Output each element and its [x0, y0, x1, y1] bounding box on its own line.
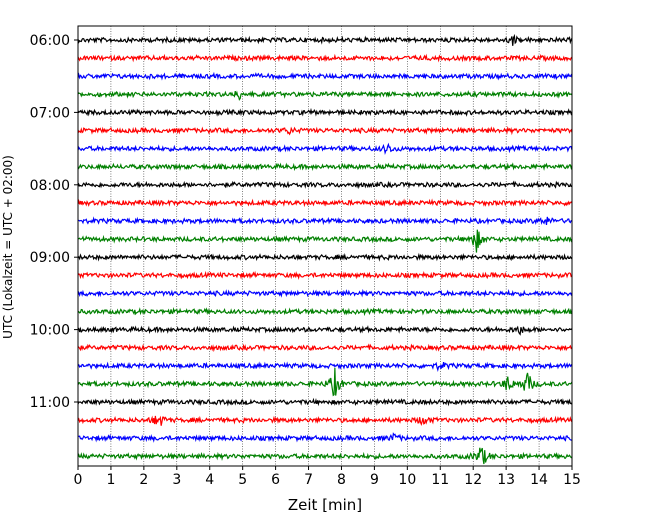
y-tick-label: 09:00	[30, 250, 70, 266]
x-tick-label: 3	[172, 472, 181, 488]
trace-0700	[77, 107, 573, 117]
trace-0600	[77, 33, 573, 46]
x-axis-label: Zeit [min]	[288, 496, 362, 514]
trace-1045	[77, 367, 573, 397]
x-tick-label: 6	[271, 472, 280, 488]
trace-0930	[77, 288, 573, 298]
x-tick-label: 9	[370, 472, 379, 488]
trace-0945	[77, 306, 573, 317]
x-tick-label: 8	[337, 472, 346, 488]
y-tick-label: 06:00	[30, 33, 70, 49]
trace-1030	[77, 361, 573, 373]
trace-0730	[77, 142, 573, 156]
x-tick-label: 11	[431, 472, 449, 488]
x-tick-label: 1	[106, 472, 115, 488]
y-ticks: 06:00 07:00 08:00 09:00 10:00 11:00	[30, 33, 78, 411]
trace-0900	[77, 252, 573, 262]
x-tick-label: 10	[398, 472, 416, 488]
x-tick-label: 12	[464, 472, 482, 488]
trace-1115	[77, 415, 573, 427]
x-tick-label: 13	[497, 472, 515, 488]
x-tick-label: 7	[304, 472, 313, 488]
trace-0830	[77, 216, 573, 226]
x-tick-label: 0	[74, 472, 83, 488]
y-tick-label: 07:00	[30, 105, 70, 121]
y-tick-label: 10:00	[30, 323, 70, 339]
trace-0845	[77, 229, 573, 253]
x-tick-label: 5	[238, 472, 247, 488]
x-tick-label: 14	[530, 472, 548, 488]
trace-0815	[77, 198, 573, 208]
x-ticks: 0 1 2 3 4 5 6 7 8 9 10 11 12 13 14 15	[74, 466, 581, 488]
trace-0645	[77, 89, 573, 101]
trace-1015	[77, 343, 573, 353]
trace-layer	[77, 33, 573, 465]
x-tick-label: 2	[139, 472, 148, 488]
trace-0915	[77, 270, 573, 280]
y-axis-label: UTC (Lokalzeit = UTC + 02:00)	[1, 155, 15, 339]
trace-0615	[77, 53, 573, 63]
trace-0630	[77, 71, 573, 81]
plot-frame	[77, 25, 573, 467]
x-tick-label: 15	[563, 472, 581, 488]
y-tick-label: 11:00	[30, 395, 70, 411]
y-tick-label: 08:00	[30, 178, 70, 194]
trace-1130	[77, 432, 573, 443]
trace-0745	[77, 162, 573, 172]
trace-1000	[77, 325, 573, 336]
trace-0800	[77, 180, 573, 190]
trace-1145	[77, 447, 573, 465]
x-tick-label: 4	[205, 472, 214, 488]
trace-1100	[77, 397, 573, 407]
trace-0715	[77, 126, 573, 136]
